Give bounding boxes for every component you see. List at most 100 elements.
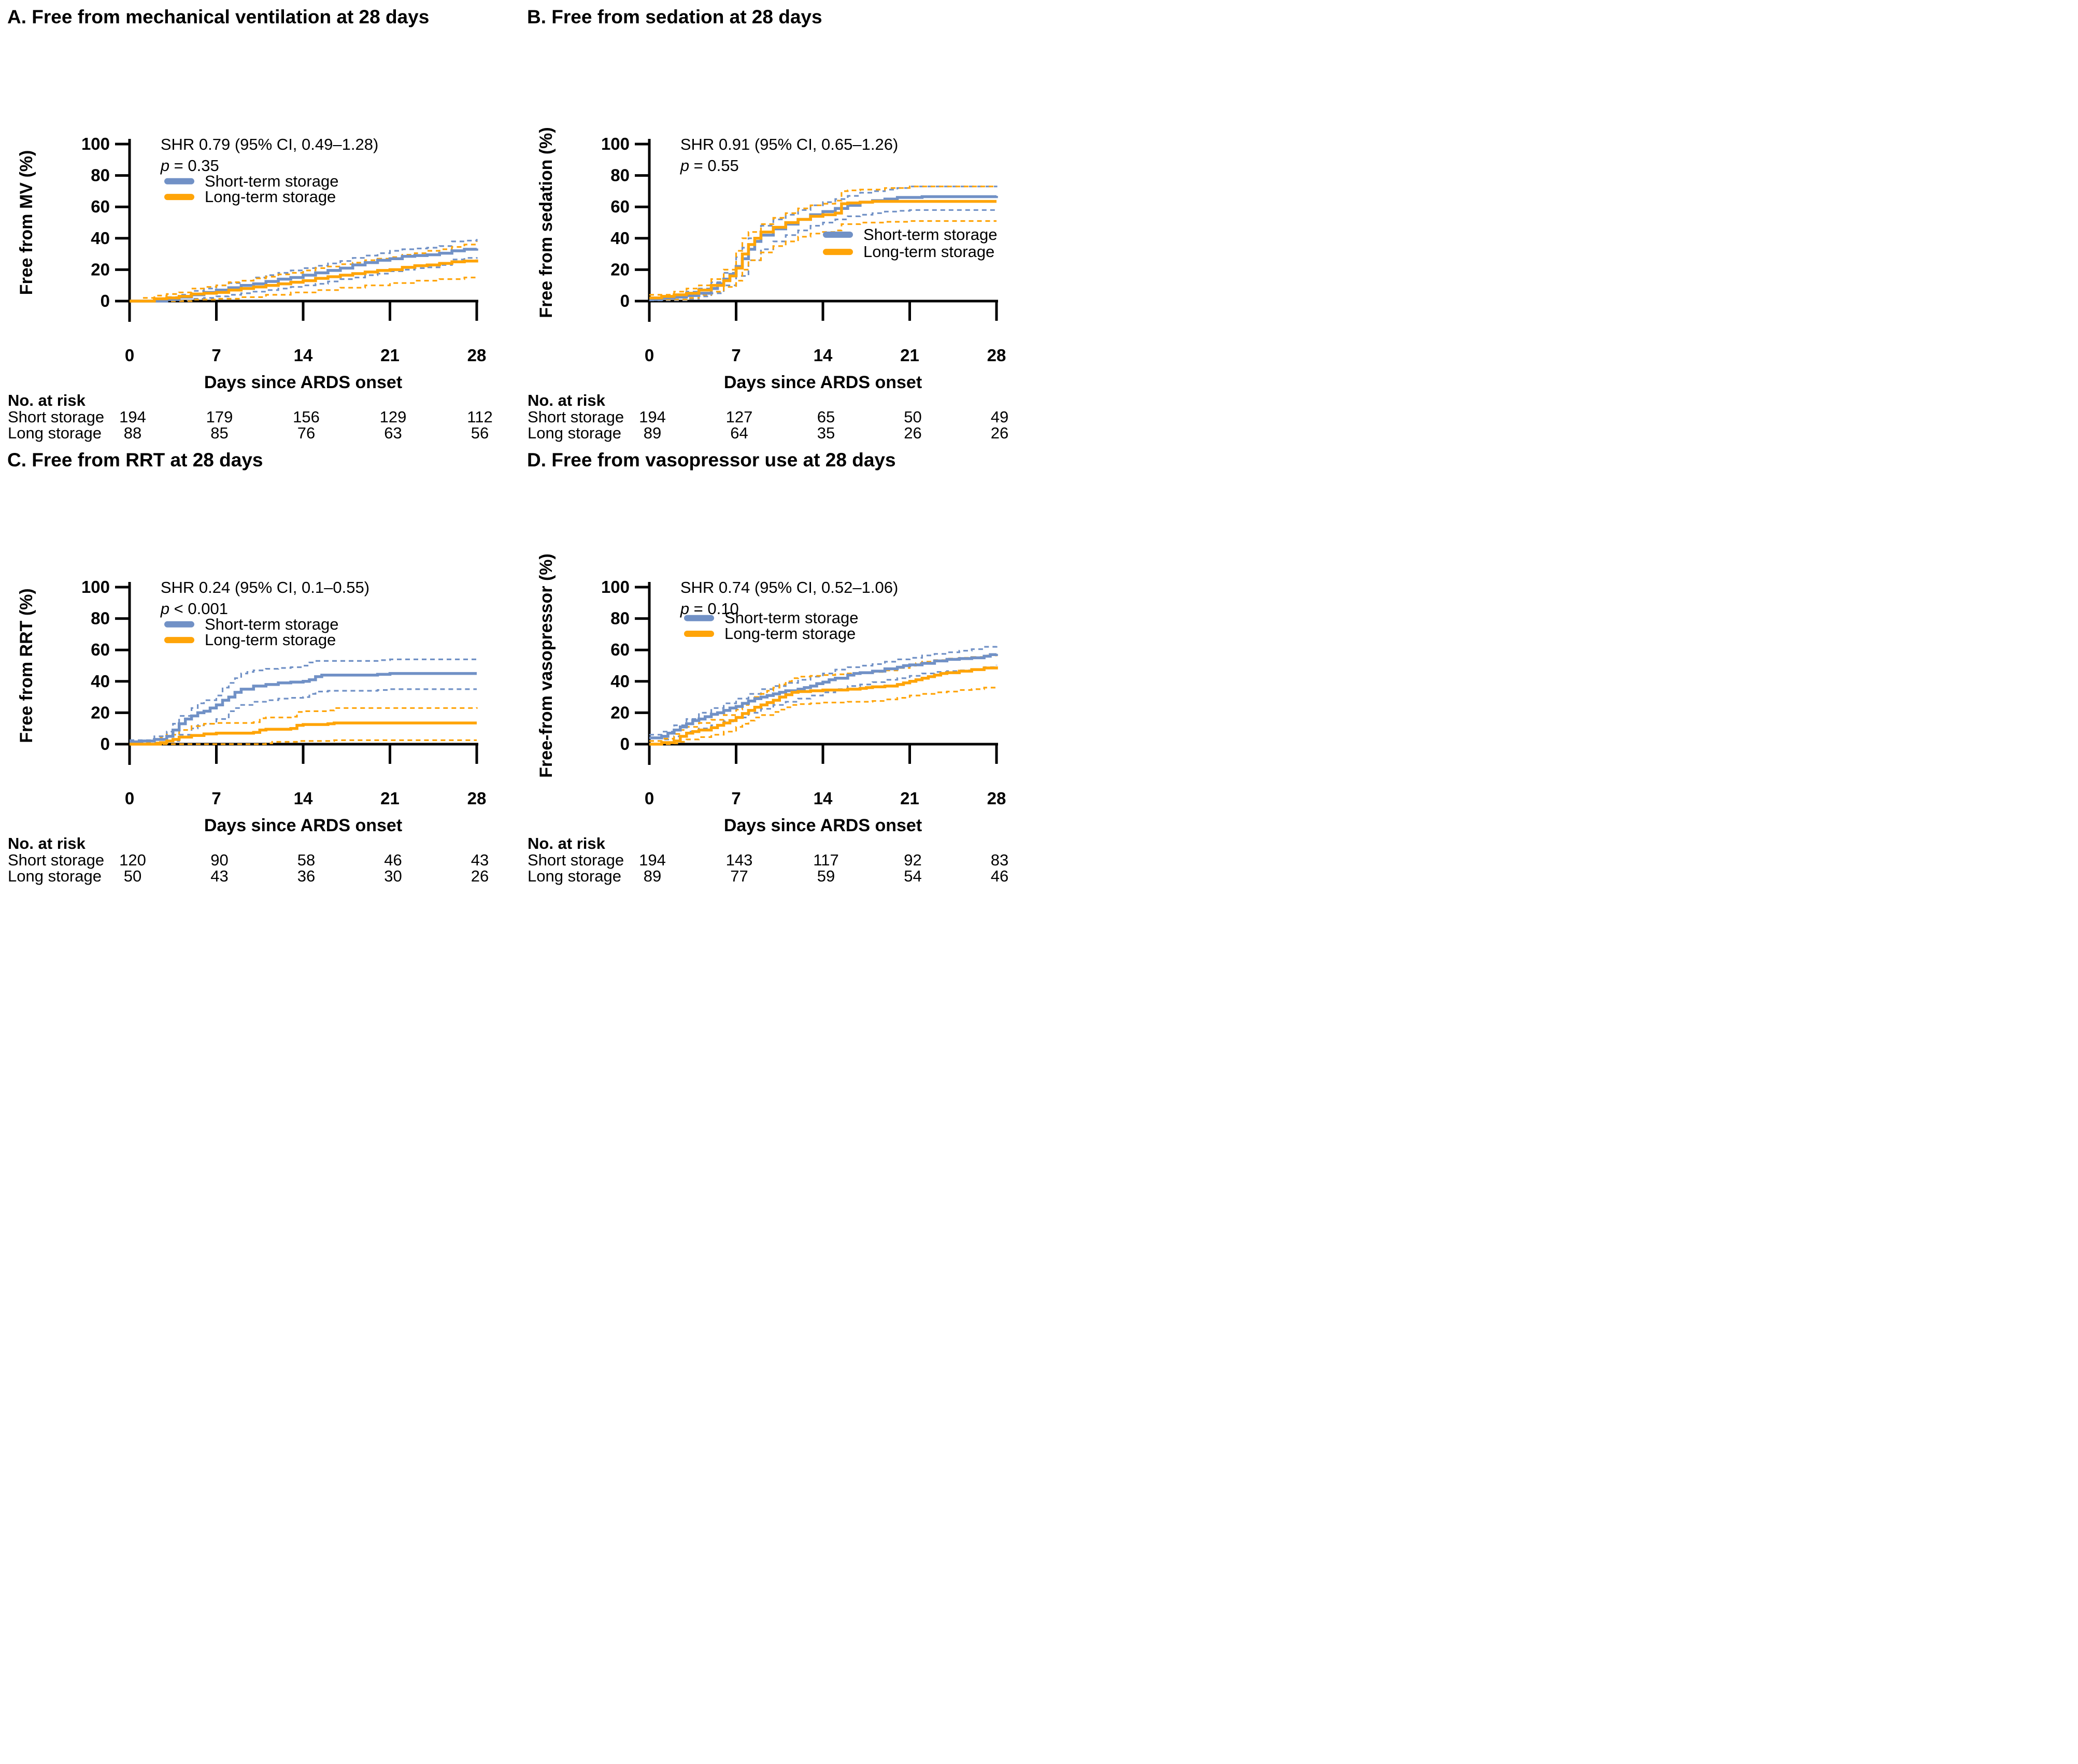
panel-d-risk-count-0-2: 117 — [813, 851, 838, 869]
panel-a-y-tick-label-60: 60 — [91, 197, 110, 216]
panel-b-risk-heading: No. at risk — [528, 391, 606, 409]
panel-b: B. Free from sedation at 28 days Free fr… — [520, 0, 1039, 443]
panel-b-x-tick-label-28: 28 — [987, 346, 1006, 365]
panel-c-y-axis-label: Free from RRT (%) — [17, 588, 36, 743]
panel-b-short-term-lower-ci-curve — [649, 209, 998, 302]
panel-d-x-tick-label-7: 7 — [731, 789, 741, 808]
panel-c-short-term-storage-curve — [130, 672, 477, 744]
panel-d-y-tick-label-0: 0 — [620, 734, 630, 753]
panel-a: A. Free from mechanical ventilation at 2… — [0, 0, 519, 443]
panel-c-risk-count-1-0: 50 — [124, 867, 141, 885]
panel-d-risk-count-0-3: 92 — [904, 851, 921, 869]
panel-a-y-tick-label-40: 40 — [91, 229, 110, 248]
panel-d-shr-text: SHR 0.74 (95% CI, 0.52–1.06) — [680, 578, 898, 596]
panel-d: D. Free from vasopressor use at 28 days … — [520, 443, 1039, 886]
panel-b-long-term-storage-curve — [649, 200, 997, 300]
panel-b-x-axis-label: Days since ARDS onset — [724, 373, 922, 392]
panel-c-x-tick-label-0: 0 — [125, 789, 134, 808]
panel-c-risk-count-1-2: 36 — [297, 867, 315, 885]
panel-b-y-tick-label-20: 20 — [610, 260, 630, 279]
panel-d-risk-heading: No. at risk — [528, 834, 606, 852]
panel-d-risk-count-1-1: 77 — [730, 867, 748, 885]
panel-d-y-tick-label-60: 60 — [610, 640, 630, 659]
panel-a-risk-row-label-1: Long storage — [8, 424, 102, 442]
panel-c-x-tick-label-14: 14 — [294, 789, 313, 808]
panel-b-y-tick-label-0: 0 — [620, 291, 630, 310]
panel-a-risk-count-0-4: 112 — [467, 408, 492, 426]
panel-b-shr-text: SHR 0.91 (95% CI, 0.65–1.26) — [680, 135, 898, 153]
panel-d-risk-count-1-4: 46 — [991, 867, 1008, 885]
panel-a-title: A. Free from mechanical ventilation at 2… — [7, 6, 430, 27]
panel-c-risk-count-0-4: 43 — [471, 851, 489, 869]
panel-c-short-term-lower-ci-curve — [130, 688, 477, 745]
panel-b-risk-count-0-1: 127 — [726, 408, 753, 426]
panel-c-long-term-storage-curve — [130, 721, 477, 746]
panel-d-y-axis-label: Free-from vasopressor (%) — [536, 553, 556, 778]
panel-d-risk-count-1-3: 54 — [904, 867, 921, 885]
panel-c-long-term-upper-ci-curve — [130, 707, 478, 744]
panel-b-long-term-upper-ci-curve — [649, 186, 997, 296]
panel-b-risk-count-1-1: 64 — [730, 424, 748, 442]
panel-a-y-tick-label-100: 100 — [81, 134, 110, 153]
panel-c-risk-row-label-0: Short storage — [8, 851, 104, 869]
panel-d-y-tick-label-100: 100 — [601, 577, 630, 596]
panel-a-long-term-storage-curve — [130, 259, 478, 303]
panel-b-legend-swatch-short_term — [823, 231, 853, 238]
panel-a-risk-count-1-1: 85 — [210, 424, 228, 442]
panel-b-p-value-text: p = 0.55 — [680, 157, 739, 175]
panel-d-x-tick-label-28: 28 — [987, 789, 1006, 808]
panel-c-legend-label-long_term: Long-term storage — [205, 631, 336, 649]
panel-c-short-term-upper-ci-curve — [130, 658, 477, 741]
panel-b-y-tick-label-80: 80 — [610, 166, 630, 185]
panel-c-y-tick-label-100: 100 — [81, 577, 110, 596]
panel-d-y-tick-label-20: 20 — [610, 703, 630, 722]
panel-b-legend-label-long_term: Long-term storage — [863, 243, 994, 261]
panel-d-x-tick-label-0: 0 — [645, 789, 654, 808]
panel-d-x-tick-label-14: 14 — [814, 789, 833, 808]
panel-c-risk-count-0-3: 46 — [384, 851, 402, 869]
panel-c-legend-swatch-long_term — [164, 637, 194, 644]
panel-d-long-term-upper-ci-curve — [649, 653, 998, 742]
panel-a-risk-count-1-3: 63 — [384, 424, 402, 442]
panel-d-risk-count-1-2: 59 — [817, 867, 835, 885]
panel-a-risk-count-0-2: 156 — [293, 408, 320, 426]
panel-a-shr-text: SHR 0.79 (95% CI, 0.49–1.28) — [161, 135, 378, 153]
panel-d-y-tick-label-80: 80 — [610, 609, 630, 628]
panel-b-risk-count-0-2: 65 — [817, 408, 835, 426]
panel-c-risk-count-1-1: 43 — [210, 867, 228, 885]
panel-a-chart: Free from MV (%) 0 20 40 60 80 100 0 7 14 21 28 Days… — [8, 134, 493, 442]
panel-d-x-tick-label-21: 21 — [900, 789, 919, 808]
panel-a-long-term-upper-ci-curve — [130, 241, 478, 302]
panel-b-x-tick-label-21: 21 — [900, 346, 919, 365]
panel-b-risk-count-1-4: 26 — [991, 424, 1008, 442]
panel-a-legend-label-long_term: Long-term storage — [205, 188, 336, 206]
panel-b-y-axis-label: Free from sedation (%) — [536, 127, 556, 318]
panel-c-title: C. Free from RRT at 28 days — [7, 449, 263, 471]
panel-c-legend-swatch-short_term — [164, 621, 194, 628]
panel-a-legend-swatch-short_term — [164, 178, 194, 184]
panel-d-risk-count-0-0: 194 — [639, 851, 666, 869]
panel-c-risk-count-0-2: 58 — [297, 851, 315, 869]
panel-d-long-term-lower-ci-curve — [649, 685, 998, 745]
panel-d-risk-count-0-4: 83 — [991, 851, 1008, 869]
panel-c-x-tick-label-7: 7 — [211, 789, 221, 808]
panel-c-x-tick-label-28: 28 — [467, 789, 487, 808]
panel-d-legend-label-short_term: Short-term storage — [724, 609, 858, 627]
panel-c-x-tick-label-21: 21 — [380, 789, 400, 808]
panel-a-x-tick-label-28: 28 — [467, 346, 487, 365]
panel-a-y-axis-label: Free from MV (%) — [17, 150, 36, 295]
panel-a-legend-swatch-long_term — [164, 194, 194, 201]
panel-b-y-tick-label-40: 40 — [610, 229, 630, 248]
panel-c-risk-count-0-1: 90 — [210, 851, 228, 869]
panel-b-risk-count-1-0: 89 — [644, 424, 661, 442]
panel-d-risk-count-0-1: 143 — [726, 851, 753, 869]
panel-d-risk-count-1-0: 89 — [644, 867, 661, 885]
panel-b-x-tick-label-14: 14 — [814, 346, 833, 365]
panel-a-x-tick-label-7: 7 — [211, 346, 221, 365]
panel-c-long-term-lower-ci-curve — [130, 739, 477, 745]
panel-c-risk-row-label-1: Long storage — [8, 867, 102, 885]
panel-b-x-tick-label-7: 7 — [731, 346, 741, 365]
panel-d-chart: Free-from vasopressor (%) 0 20 40 60 80 100 0 7 1… — [528, 553, 1008, 885]
panel-b-title: B. Free from sedation at 28 days — [527, 6, 822, 27]
panel-d-y-tick-label-40: 40 — [610, 672, 630, 691]
